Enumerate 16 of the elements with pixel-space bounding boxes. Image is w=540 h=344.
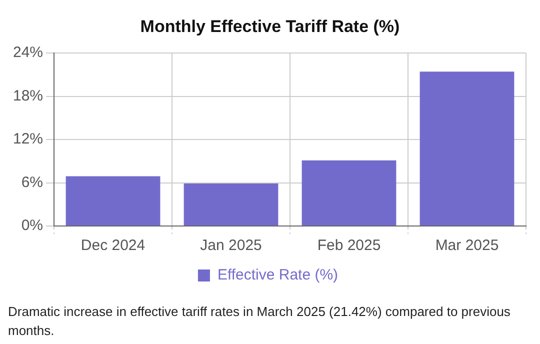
- x-tick-label: Mar 2025: [435, 237, 499, 254]
- legend-label: Effective Rate (%): [217, 266, 338, 284]
- x-tick-label: Dec 2024: [80, 237, 146, 254]
- y-tick-label: 18%: [12, 87, 44, 104]
- bar: [302, 160, 396, 226]
- y-tick-label: 12%: [12, 130, 44, 148]
- y-tick-label: 24%: [12, 44, 44, 62]
- x-tick-label: Jan 2025: [200, 237, 262, 254]
- chart-title: Monthly Effective Tariff Rate (%): [139, 17, 401, 38]
- text: Dramatic increase in effective tariff rates in March 2025 (21.42%) compared to previous months.: [8, 303, 512, 340]
- bar: [66, 176, 160, 226]
- bar: [420, 72, 514, 226]
- y-tick-label: 6%: [21, 174, 44, 191]
- bar: [184, 183, 278, 226]
- x-tick-label: Feb 2025: [317, 237, 381, 254]
- y-tick-label: 0%: [21, 217, 44, 234]
